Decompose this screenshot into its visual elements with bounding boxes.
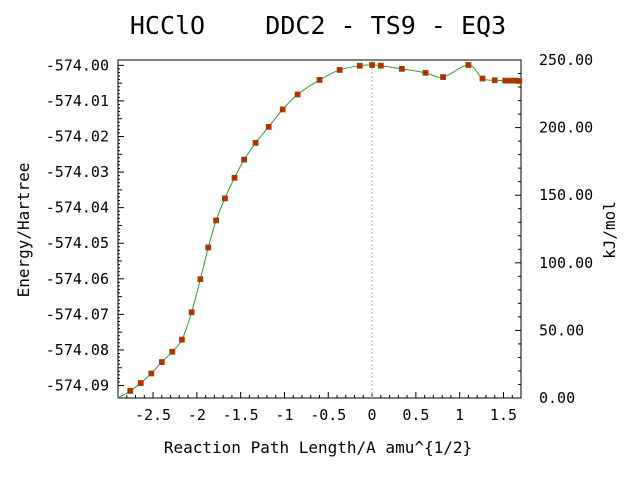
y-axis-left: -574.00 -574.01 -574.02 -574.03 -574.04 -574.…	[46, 56, 124, 395]
data-point	[127, 387, 134, 394]
data-point	[265, 123, 272, 130]
x-tick-label: -2.5	[135, 406, 171, 424]
data-point	[491, 77, 498, 84]
data-point	[221, 195, 228, 202]
x-tick-label: 1.5	[490, 406, 517, 424]
chart-title: HCClO DDC2 - TS9 - EQ3	[130, 11, 506, 40]
data-point	[231, 174, 238, 181]
data-point	[188, 309, 195, 316]
y-tick-label: -574.06	[46, 270, 109, 288]
data-point	[148, 370, 155, 377]
y2-tick-label: 50.00	[539, 321, 584, 339]
x-tick-label: 0	[368, 406, 377, 424]
data-point	[205, 244, 212, 251]
y-tick-label: -574.03	[46, 163, 109, 181]
x-tick-label: 0.5	[402, 406, 429, 424]
data-point	[516, 78, 523, 84]
y-tick-label: -574.07	[46, 305, 109, 323]
y-tick-label: -574.04	[46, 199, 109, 217]
data-point	[502, 77, 509, 84]
data-point	[377, 62, 384, 69]
data-point	[369, 62, 375, 68]
plot-frame	[117, 59, 522, 399]
data-point	[336, 67, 343, 73]
y2-tick-label: 150.00	[539, 186, 593, 204]
data-point	[422, 69, 429, 76]
x-tick-label: -1.5	[223, 406, 259, 424]
energy-curve	[117, 64, 522, 399]
y-axis-right: 0.00 50.00 100.00 150.00 200.00 250.00	[515, 51, 593, 407]
data-point	[158, 359, 165, 365]
data-point	[316, 77, 323, 83]
data-point	[398, 65, 405, 72]
data-point	[279, 106, 286, 113]
data-points	[127, 62, 523, 394]
y2-tick-label: 100.00	[539, 254, 593, 272]
data-point	[356, 62, 363, 69]
data-point	[213, 217, 220, 224]
x-tick-label: -2	[188, 406, 206, 424]
data-point	[197, 276, 204, 283]
data-point	[465, 62, 472, 68]
y2-tick-label: 0.00	[539, 389, 575, 407]
x-axis: -2.5 -2 -1.5 -1 -0.5 0 0.5 1 1.5	[126, 392, 522, 424]
y-tick-label: -574.00	[46, 56, 109, 74]
x-tick-label: -1	[275, 406, 293, 424]
x-tick-label: 1	[455, 406, 464, 424]
x-axis-label: Reaction Path Length/A amu^{1/2}	[164, 438, 472, 457]
energy-curve-group	[117, 64, 522, 399]
data-point	[440, 74, 446, 80]
y2-tick-label: 250.00	[539, 51, 593, 69]
data-point	[294, 91, 301, 98]
y2-tick-label: 200.00	[539, 119, 593, 137]
y-tick-label: -574.02	[46, 127, 109, 145]
y-tick-label: -574.05	[46, 234, 109, 252]
data-point	[137, 380, 144, 386]
data-point	[179, 336, 185, 343]
plot-area	[117, 59, 522, 399]
data-point	[479, 75, 486, 82]
y-tick-label: -574.01	[46, 92, 109, 110]
y-tick-label: -574.09	[46, 377, 109, 395]
y2-axis-label: kJ/mol	[600, 201, 619, 259]
data-point	[252, 139, 259, 146]
x-tick-label: -0.5	[310, 406, 346, 424]
data-point	[169, 348, 176, 355]
data-point	[241, 156, 248, 163]
y-axis-label: Energy/Hartree	[14, 163, 33, 298]
y-tick-label: -574.08	[46, 341, 109, 359]
